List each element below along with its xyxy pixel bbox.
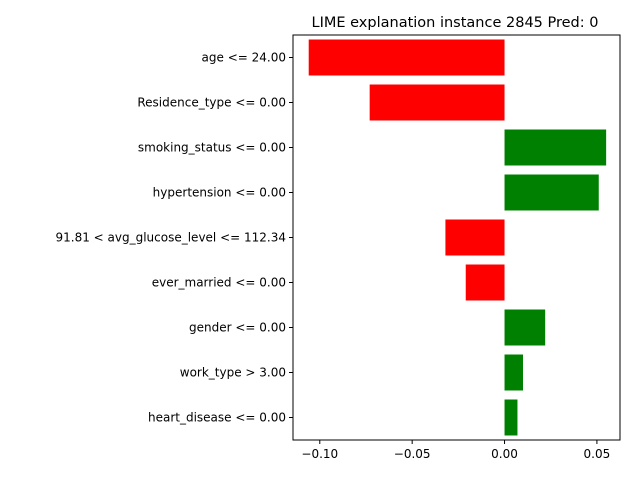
x-tick-label: 0.00 — [491, 447, 518, 461]
y-tick-label: gender <= 0.00 — [189, 321, 286, 335]
x-tick-label: 0.05 — [584, 447, 611, 461]
bar-5 — [465, 264, 505, 301]
x-tick-label: −0.05 — [394, 447, 431, 461]
y-ticks-group: age <= 24.00 Residence_type <= 0.00 smokin… — [55, 51, 293, 425]
y-tick-label: hypertension <= 0.00 — [153, 186, 286, 200]
bar-3 — [504, 174, 599, 211]
bar-8 — [504, 399, 518, 436]
bar-7 — [504, 354, 524, 391]
y-tick-label: heart_disease <= 0.00 — [148, 411, 286, 425]
x-tick-label: −0.10 — [301, 447, 338, 461]
y-tick-label: 91.81 < avg_glucose_level <= 112.34 — [55, 231, 286, 245]
y-tick-label: ever_married <= 0.00 — [152, 276, 286, 290]
bar-1 — [369, 84, 505, 121]
y-tick-label: work_type > 3.00 — [180, 366, 286, 380]
x-ticks-group: −0.10 −0.05 0.00 0.05 — [301, 440, 610, 461]
bar-0 — [308, 39, 505, 76]
y-tick-label: age <= 24.00 — [202, 51, 286, 65]
bars-group — [308, 39, 607, 436]
bar-2 — [504, 129, 607, 166]
bar-6 — [504, 309, 546, 346]
bar-4 — [445, 219, 505, 256]
chart-title: LIME explanation instance 2845 Pred: 0 — [312, 15, 599, 31]
y-tick-label: smoking_status <= 0.00 — [138, 141, 286, 155]
y-tick-label: Residence_type <= 0.00 — [137, 96, 286, 110]
